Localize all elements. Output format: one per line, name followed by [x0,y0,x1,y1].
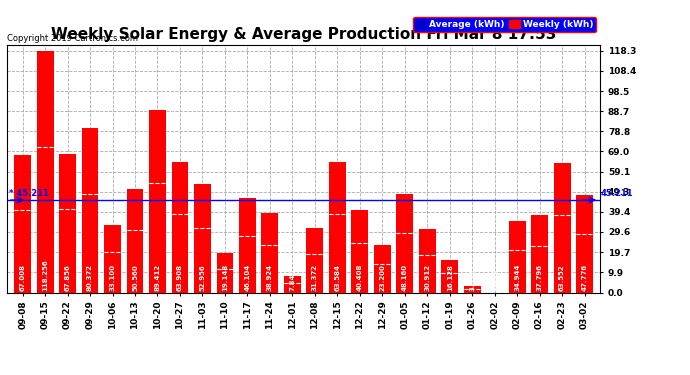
Text: 38.924: 38.924 [267,264,273,291]
Bar [396,194,413,292]
Title: Weekly Solar Energy & Average Production Fri Mar 8 17:53: Weekly Solar Energy & Average Production… [51,27,556,42]
Bar [104,225,121,292]
Bar [374,245,391,292]
Text: 40.408: 40.408 [357,264,363,291]
Bar [419,229,435,292]
Text: 33.100: 33.100 [110,264,115,291]
Bar [194,184,211,292]
Bar [509,221,526,292]
Bar [531,215,548,292]
Bar [239,198,256,292]
Bar [217,254,233,292]
Text: 63.552: 63.552 [559,264,565,291]
Bar [37,51,54,292]
Text: 46.104: 46.104 [244,264,250,291]
Text: 0.000: 0.000 [492,268,497,291]
Bar [464,286,481,292]
Text: 63.584: 63.584 [335,264,340,291]
Bar [329,162,346,292]
Bar [262,213,278,292]
Text: 19.148: 19.148 [222,264,228,291]
Text: 47.776: 47.776 [582,264,588,291]
Bar [149,110,166,292]
Text: 30.912: 30.912 [424,264,431,291]
Text: 31.372: 31.372 [312,264,318,291]
Bar [172,162,188,292]
Text: 45.211: 45.211 [600,189,633,198]
Text: 67.008: 67.008 [19,264,26,291]
Bar [59,154,76,292]
Bar [442,260,458,292]
Bar [351,210,368,292]
Text: 3.012: 3.012 [469,269,475,291]
Bar [14,156,31,292]
Bar [284,276,301,292]
Text: 67.856: 67.856 [65,264,70,291]
Text: 52.956: 52.956 [199,264,206,291]
Text: 50.560: 50.560 [132,264,138,291]
Text: 23.200: 23.200 [380,264,385,291]
Text: 37.796: 37.796 [537,264,542,291]
Text: 16.128: 16.128 [446,264,453,291]
Bar [553,162,571,292]
Bar [126,189,144,292]
Text: 48.160: 48.160 [402,264,408,291]
Text: 89.412: 89.412 [155,264,161,291]
Text: 80.372: 80.372 [87,264,93,291]
Legend: Average (kWh), Weekly (kWh): Average (kWh), Weekly (kWh) [413,17,595,32]
Text: 34.944: 34.944 [514,263,520,291]
Text: * 45.211: * 45.211 [9,189,49,198]
Text: Copyright 2019 Cartronics.com: Copyright 2019 Cartronics.com [7,33,138,42]
Text: 118.256: 118.256 [42,259,48,291]
Text: 7.840: 7.840 [289,268,295,291]
Bar [576,195,593,292]
Bar [306,228,324,292]
Text: 63.908: 63.908 [177,264,183,291]
Bar [81,128,99,292]
